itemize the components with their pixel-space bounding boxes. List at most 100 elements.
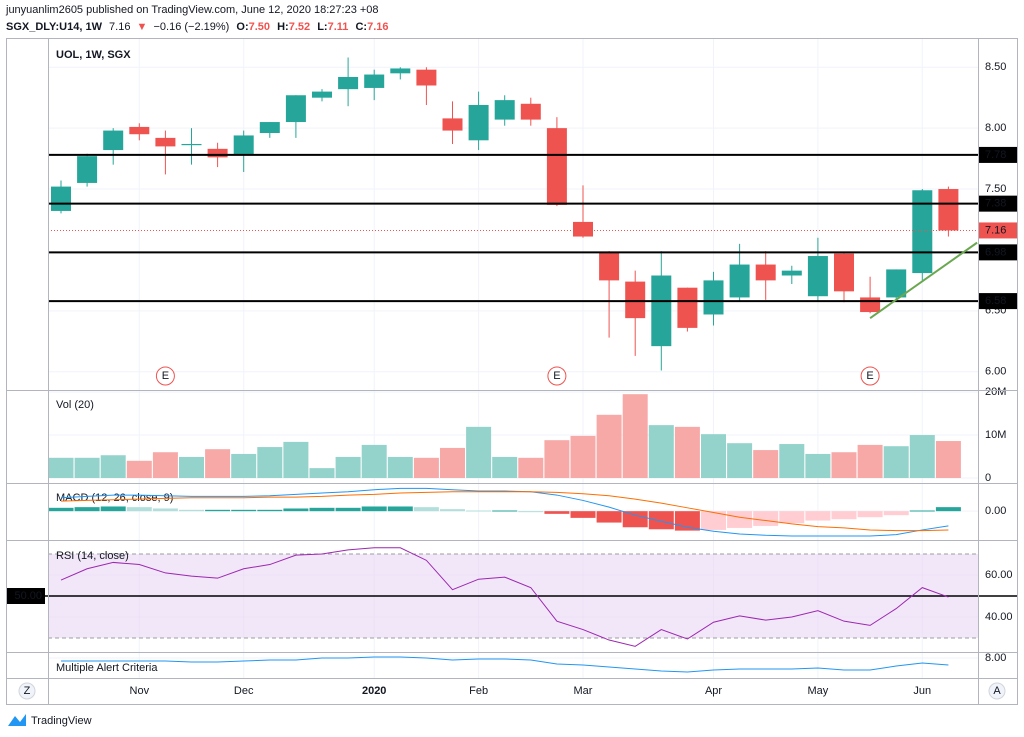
candle-body bbox=[285, 95, 306, 123]
volume-bar bbox=[231, 453, 257, 479]
indicator-line bbox=[61, 656, 949, 673]
brand-logo: TradingView bbox=[8, 714, 92, 727]
candle-body bbox=[442, 118, 463, 131]
y-tick-label: 0.00 bbox=[985, 505, 1006, 517]
candle-body bbox=[103, 130, 124, 151]
macd-histogram-bar bbox=[935, 507, 961, 512]
candle-body bbox=[755, 264, 776, 281]
pane-title: Multiple Alert Criteria bbox=[56, 662, 158, 674]
pane-title: UOL, 1W, SGX bbox=[56, 49, 131, 61]
volume-bar bbox=[413, 457, 439, 479]
volume-bar bbox=[74, 457, 100, 479]
macd-histogram-bar bbox=[335, 507, 361, 512]
indicator-line bbox=[60, 547, 949, 647]
y-tick-label: 7.50 bbox=[985, 183, 1006, 195]
volume-bar bbox=[831, 452, 857, 479]
volume-bar bbox=[48, 457, 74, 479]
ohlc-value: 7.11 bbox=[328, 21, 349, 33]
volume-bar bbox=[674, 426, 700, 479]
volume-bar bbox=[727, 443, 753, 479]
volume-bar bbox=[544, 440, 570, 479]
volume-bar bbox=[753, 450, 779, 479]
volume-bar bbox=[126, 460, 152, 479]
y-tick-label: 0 bbox=[985, 472, 991, 484]
candle-body bbox=[703, 280, 724, 315]
y-tick-label: 20M bbox=[985, 386, 1006, 398]
candle-body bbox=[625, 281, 646, 319]
x-tick-label: 2020 bbox=[362, 685, 386, 697]
macd-histogram-bar bbox=[883, 511, 909, 516]
level-label-box bbox=[979, 293, 1017, 310]
candle-body bbox=[364, 74, 385, 88]
outer-border bbox=[6, 38, 1018, 705]
macd-histogram-bar bbox=[831, 511, 857, 520]
signal-line bbox=[60, 491, 949, 532]
grid bbox=[48, 39, 978, 678]
y-tick-label: 8.00 bbox=[985, 652, 1006, 664]
candle-body bbox=[416, 69, 437, 86]
x-tick-label: Nov bbox=[130, 685, 150, 697]
volume-bar bbox=[779, 444, 805, 479]
macd-histogram-bar bbox=[74, 507, 100, 512]
volume-bar bbox=[179, 456, 204, 479]
x-tick-label: May bbox=[808, 685, 829, 697]
volume-bar bbox=[440, 447, 465, 479]
pane-title: Vol (20) bbox=[56, 399, 94, 411]
candle-body bbox=[546, 128, 567, 205]
macd-histogram-bar bbox=[48, 507, 74, 512]
volume-bar bbox=[622, 394, 648, 479]
last: 7.16 bbox=[109, 21, 130, 33]
volume-bar bbox=[570, 435, 596, 479]
x-tick-label: Dec bbox=[234, 685, 254, 697]
level-label-box bbox=[7, 588, 45, 604]
candle-body bbox=[181, 143, 202, 146]
ohlc-label: L: bbox=[317, 21, 327, 33]
y-tick-label: 8.50 bbox=[985, 61, 1006, 73]
symbol-line: SGX_DLY:U14, 1W 7.16 ▼ −0.16 (−2.19%) O:… bbox=[6, 21, 389, 33]
volume-bar bbox=[857, 444, 883, 479]
volume-bar bbox=[152, 452, 178, 479]
pane-title: RSI (14, close) bbox=[56, 550, 129, 562]
macd-histogram-bar bbox=[909, 510, 935, 512]
macd-line bbox=[60, 487, 949, 537]
x-tick-label: Feb bbox=[469, 685, 488, 697]
x-tick-label: Mar bbox=[574, 685, 593, 697]
right-button-label[interactable]: A bbox=[993, 685, 1001, 697]
volume-bar bbox=[648, 425, 674, 479]
candle-body bbox=[729, 264, 750, 298]
candle-body bbox=[207, 148, 228, 158]
volume-bar bbox=[596, 414, 622, 479]
macd-histogram-bar bbox=[648, 511, 674, 530]
macd-histogram-bar bbox=[205, 509, 231, 512]
ohlc-value: 7.16 bbox=[367, 21, 388, 33]
macd-histogram-bar bbox=[100, 506, 126, 512]
left-button-label[interactable]: Z bbox=[24, 685, 31, 697]
macd-histogram-bar bbox=[179, 509, 204, 512]
earnings-marker bbox=[155, 366, 175, 386]
volume-bar bbox=[309, 468, 335, 479]
candle-body bbox=[677, 287, 698, 328]
candle-body bbox=[494, 100, 515, 120]
left-button[interactable]: Z bbox=[18, 682, 36, 700]
candle-body bbox=[233, 135, 254, 155]
macd-histogram-bar bbox=[492, 510, 518, 512]
volume-bar bbox=[257, 447, 283, 479]
level-label-box bbox=[979, 195, 1017, 212]
volume-bar bbox=[387, 456, 413, 479]
candle-body bbox=[390, 68, 411, 74]
pane-title: MACD (12, 26, close, 9) bbox=[56, 492, 173, 504]
frame bbox=[6, 38, 1018, 705]
x-tick-label: Apr bbox=[705, 685, 722, 697]
macd-histogram-bar bbox=[753, 511, 779, 526]
earnings-marker bbox=[860, 366, 880, 386]
y-tick-label: 6.00 bbox=[985, 366, 1006, 378]
macd-histogram-bar bbox=[413, 507, 439, 512]
candle-body bbox=[860, 297, 881, 313]
macd-histogram-bar bbox=[361, 506, 387, 512]
right-button[interactable]: A bbox=[988, 682, 1006, 700]
candle-body bbox=[155, 137, 176, 147]
candle-body bbox=[51, 186, 71, 211]
macd-histogram-bar bbox=[805, 511, 831, 521]
earnings-label: E bbox=[866, 370, 873, 382]
macd-histogram-bar bbox=[857, 511, 883, 518]
